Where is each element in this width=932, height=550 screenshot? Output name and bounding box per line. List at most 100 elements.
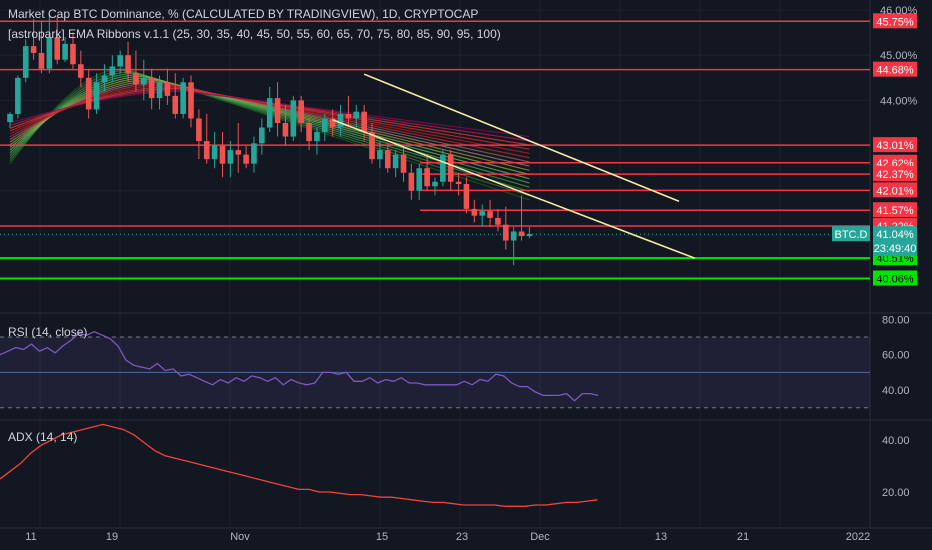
- candle-body: [408, 172, 415, 191]
- candle-body: [314, 132, 320, 142]
- candle-body: [196, 118, 202, 142]
- candle-body: [282, 123, 289, 137]
- candle-body: [353, 111, 360, 119]
- time-axis-label: 13: [655, 531, 667, 543]
- candle-body: [235, 150, 242, 155]
- symbol-tag: [832, 226, 870, 242]
- level-price-label: 44.68%: [876, 65, 914, 77]
- candle-body: [93, 82, 100, 110]
- level-price-label: 41.57%: [876, 205, 914, 217]
- candle-body: [251, 143, 257, 164]
- level-price-tag: [873, 61, 917, 77]
- candle-body: [156, 82, 163, 99]
- level-price-tag: [873, 13, 917, 29]
- candle-body: [30, 46, 37, 53]
- adx-legend: ADX (14, 14): [8, 430, 78, 444]
- ema-ribbon-legend: [astropark] EMA Ribbons v.1.1 (25, 30, 3…: [8, 27, 501, 41]
- horizontal-levels[interactable]: [0, 20, 870, 280]
- rsi-axis-tick: 40.00: [882, 385, 910, 397]
- rsi-legend: RSI (14, close): [8, 325, 88, 339]
- candle-body: [164, 82, 171, 96]
- candle-body: [125, 55, 131, 74]
- level-price-label: 42.01%: [876, 185, 914, 197]
- candle-body: [15, 77, 21, 114]
- trendline: [363, 73, 680, 202]
- candle-body: [38, 52, 45, 69]
- candle-body: [432, 181, 438, 187]
- level-price-label: 42.37%: [876, 169, 914, 181]
- trendlines[interactable]: [332, 73, 695, 259]
- candle-body: [227, 150, 234, 164]
- adx-axis-tick: 40.00: [882, 435, 910, 447]
- candle-body: [22, 46, 29, 78]
- price-axis[interactable]: 45.75%44.68%43.01%42.62%42.37%42.01%41.5…: [832, 5, 918, 286]
- adx-line: [0, 423, 598, 507]
- time-axis-label: 15: [376, 531, 388, 543]
- candle-body: [479, 211, 485, 216]
- trendline: [332, 119, 695, 259]
- candle-body: [322, 118, 328, 133]
- price-axis-tick: 46.00%: [880, 5, 918, 17]
- time-axis-label: 11: [25, 531, 36, 543]
- candle-body: [109, 66, 116, 76]
- candle-body: [54, 37, 61, 60]
- candle-body: [70, 43, 76, 65]
- candle-body: [447, 154, 454, 182]
- countdown-label: 23:49:40: [874, 243, 917, 255]
- candle-body: [180, 82, 186, 114]
- level-price-tag: [873, 154, 917, 170]
- level-price-label: 40.06%: [876, 273, 914, 285]
- candle-body: [463, 184, 470, 209]
- candle-body: [510, 231, 517, 241]
- time-axis-label: Nov: [230, 531, 250, 543]
- candle-body: [329, 118, 336, 128]
- time-axis[interactable]: 11 19 Nov 15 23 Dec 13 21 2022: [0, 527, 932, 543]
- time-axis-label: 2022: [846, 531, 870, 543]
- candle-body: [455, 181, 462, 185]
- candle-body: [46, 37, 53, 69]
- time-axis-label: 23: [456, 531, 468, 543]
- candle-body: [172, 95, 179, 114]
- candle-body: [416, 168, 423, 191]
- adx-pane[interactable]: 40.00 20.00: [0, 423, 910, 507]
- candle-body: [188, 82, 194, 119]
- candle-body: [518, 231, 525, 236]
- candle-body: [298, 100, 304, 123]
- adx-axis-tick: 20.00: [882, 487, 910, 499]
- price-axis-tick: 44.00%: [880, 95, 918, 107]
- candle-body: [471, 208, 478, 216]
- candle-body: [290, 100, 297, 137]
- candle-body: [148, 77, 155, 99]
- candle-body: [101, 75, 108, 83]
- symbol-label: BTC.D: [835, 229, 868, 241]
- candle-body: [140, 77, 147, 85]
- current-price-label: 41.04%: [876, 229, 914, 241]
- candle-body: [306, 123, 312, 142]
- candle-body: [266, 98, 273, 128]
- candlesticks[interactable]: [7, 14, 533, 266]
- candle-body: [219, 145, 226, 164]
- candle-body: [133, 73, 139, 85]
- candle-body: [361, 111, 367, 133]
- candle-body: [377, 150, 383, 160]
- candle-body: [243, 154, 249, 164]
- chart-title: Market Cap BTC Dominance, % (CALCULATED …: [8, 7, 479, 21]
- candle-body: [495, 217, 501, 225]
- price-axis-tick: 45.00%: [880, 50, 918, 62]
- candle-body: [487, 211, 493, 218]
- rsi-pane[interactable]: 80.00 60.00 40.00: [0, 314, 910, 409]
- level-price-tag: [873, 202, 917, 218]
- rsi-line: [0, 330, 599, 402]
- candle-body: [7, 113, 13, 123]
- level-price-tag: [873, 182, 917, 198]
- time-axis-label: 21: [737, 531, 749, 543]
- level-price-label: 45.75%: [876, 16, 914, 28]
- time-axis-label: Dec: [530, 531, 550, 543]
- candle-body: [369, 132, 375, 160]
- level-price-label: 43.01%: [876, 140, 914, 152]
- time-axis-label: 19: [106, 531, 118, 543]
- candle-body: [85, 77, 92, 110]
- level-price-tag: [873, 166, 917, 182]
